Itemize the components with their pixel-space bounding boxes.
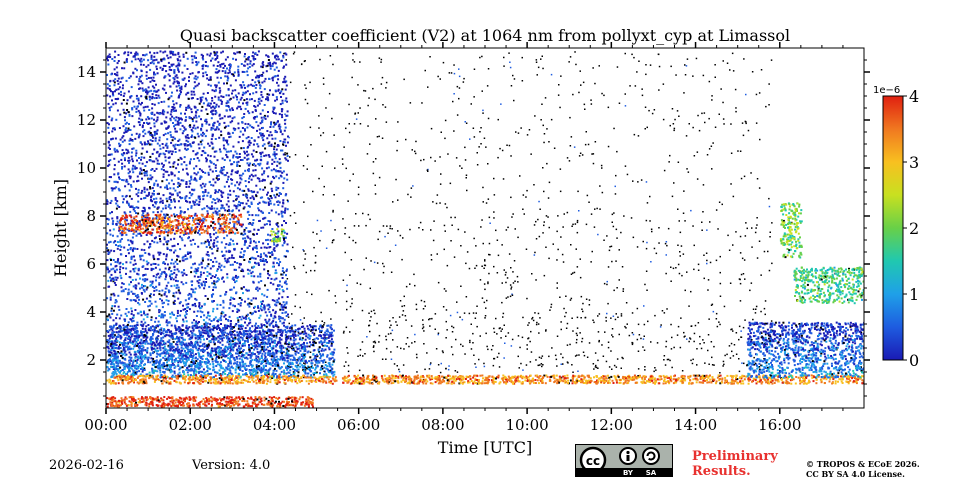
y-axis-label: Height [km] [51,179,70,277]
y-tick-label: 10 [77,159,96,177]
colorbar-tick-label: 2 [909,219,919,238]
y-tick-label: 8 [86,207,96,225]
sa-icon [642,447,660,465]
x-tick-label: 10:00 [505,416,548,434]
heatmap-feature-aerosol_top [106,374,864,385]
y-tick-label: 12 [77,111,96,129]
preliminary-line-1: Preliminary [692,449,778,464]
license-badge[interactable]: cc BY SA [575,444,673,477]
colorbar-ticks: 0 1 2 3 4 [903,87,919,370]
x-tick-label: 12:00 [590,416,633,434]
heatmap-feature-surface_layer [106,396,314,408]
colorbar-tick-label: 0 [909,351,919,370]
chart-title: Quasi backscatter coefficient (V2) at 10… [180,26,790,45]
y-tick-label: 4 [86,303,96,321]
x-tick-label: 14:00 [674,416,717,434]
x-tick-label: 00:00 [84,416,127,434]
footer-version: Version: 4.0 [192,458,271,473]
by-icon [619,447,637,465]
heatmap-noise-dots [282,51,773,374]
x-tick-label: 16:00 [758,416,801,434]
cc-icon: cc [579,446,607,474]
heatmap-feature-cloud [118,213,243,235]
sa-label: SA [646,469,657,476]
y-tick-label: 2 [86,351,96,369]
colorbar-tick-label: 4 [909,87,919,106]
preliminary-line-2: Results. [692,464,751,479]
heatmap-cells [106,50,864,408]
y-tick-label: 14 [77,63,96,81]
heatmap-feature-evening_layer [746,321,864,379]
heatmap-feature-cloud [270,228,285,243]
y-tick-label: 6 [86,255,96,273]
heatmap-feature-boundary_layer [106,324,336,379]
copyright-line-2: CC BY SA 4.0 License. [806,469,905,479]
x-tick-label: 06:00 [337,416,380,434]
preliminary-notice: Preliminary Results. [692,449,778,479]
y-axis-ticks: 2 4 6 8 10 12 14 [77,59,870,397]
x-tick-label: 02:00 [169,416,212,434]
x-tick-label: 04:00 [253,416,296,434]
copyright-line-1: © TROPOS & ECoE 2026. [806,459,920,469]
x-axis-label: Time [UTC] [438,438,532,457]
colorbar-tick-label: 1 [909,285,919,304]
colorbar-scale-label: 1e−6 [873,85,900,96]
colorbar: 1e−6 0 1 2 3 4 [873,85,919,370]
copyright-notice: © TROPOS & ECoE 2026. CC BY SA 4.0 Licen… [806,459,920,479]
heatmap-feature-elevated_layer [793,266,864,305]
heatmap-feature-cloud [779,202,803,259]
colorbar-bar [882,95,904,361]
by-label: BY [623,469,634,476]
x-axis-ticks: 00:00 02:00 04:00 06:00 08:00 10:00 12:00 14:00… [84,42,844,434]
colorbar-tick-label: 3 [909,153,919,172]
plot-area [106,48,864,408]
footer-date: 2026-02-16 [49,458,124,473]
heatmap-feature-noise [106,50,289,374]
x-tick-label: 08:00 [421,416,464,434]
